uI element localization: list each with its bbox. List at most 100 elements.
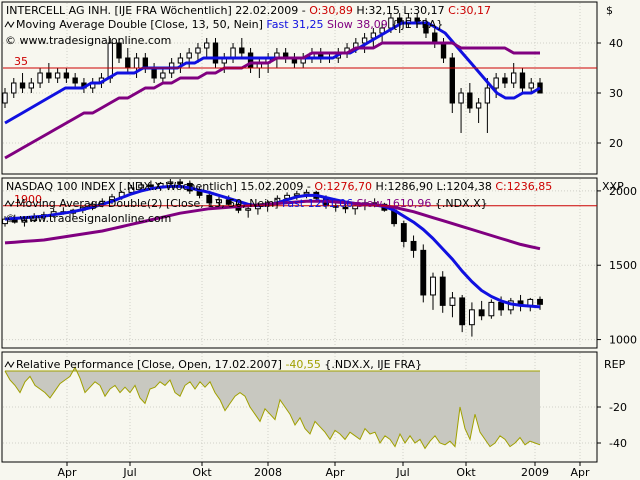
panel-3-legend: Relative Performance [Close, Open, 17.02… bbox=[4, 358, 422, 371]
panel-2-credit: © www.tradesignalonline.com bbox=[5, 212, 171, 225]
candle bbox=[449, 53, 455, 113]
candle-body bbox=[303, 191, 310, 195]
candle-body bbox=[177, 181, 184, 184]
candle bbox=[519, 68, 526, 93]
candle-body bbox=[107, 42, 113, 79]
panel-1-ma-fast: Fast 31,25 bbox=[263, 18, 324, 31]
candle-body bbox=[72, 77, 78, 84]
candle-body bbox=[186, 52, 192, 59]
candle-body bbox=[519, 72, 526, 89]
candle-body bbox=[204, 42, 210, 49]
candle bbox=[478, 300, 485, 321]
x-tick-label: Apr bbox=[325, 466, 345, 479]
panel-2-reference-label: 1900 bbox=[14, 193, 42, 206]
candle-body bbox=[400, 223, 407, 242]
y-tick-label: -40 bbox=[609, 437, 627, 450]
candle bbox=[63, 68, 70, 83]
candle-body bbox=[167, 181, 174, 184]
panel-1-ma-label: Moving Average Double [Close, 13, 50, Ne… bbox=[16, 18, 263, 31]
candle-body bbox=[449, 57, 455, 104]
panel-1-ma-slow: Slow 38,09 bbox=[324, 18, 388, 31]
panel-3-unit: REP bbox=[604, 358, 626, 371]
candle bbox=[528, 78, 534, 93]
panel-2-title-low: L:1204,38 bbox=[433, 180, 492, 193]
panel-2-title-close: C:1236,85 bbox=[492, 180, 552, 193]
panel-1-title-close: C:30,17 bbox=[445, 4, 491, 17]
y-tick-label: -20 bbox=[609, 401, 627, 414]
y-tick-label: 20 bbox=[609, 137, 623, 150]
ma-legend-icon bbox=[4, 21, 15, 28]
candle-body bbox=[420, 249, 427, 296]
candle bbox=[72, 73, 78, 88]
series-line-slow-ma bbox=[4, 199, 541, 251]
panel-1-title: INTERCELL AG INH. [IJE FRA Wöchentlich] … bbox=[6, 4, 491, 17]
candle-body bbox=[138, 184, 145, 189]
candle-body bbox=[247, 52, 254, 69]
panel-2-title: NASDAQ 100 INDEX [.NDX.X Wöchentlich] 15… bbox=[6, 180, 552, 193]
candle-body bbox=[458, 92, 464, 104]
x-tick-label: Okt bbox=[192, 466, 212, 479]
relative-performance-line bbox=[4, 366, 541, 450]
candle bbox=[342, 202, 349, 214]
candle-body bbox=[206, 194, 213, 204]
candle-body bbox=[11, 82, 17, 94]
panel-3-title: Relative Performance [Close, Open, 17.02… bbox=[16, 358, 282, 371]
candle bbox=[239, 38, 245, 58]
y-tick-label: 40 bbox=[609, 37, 623, 50]
candle bbox=[116, 38, 122, 63]
candle bbox=[400, 220, 407, 248]
candle-body bbox=[410, 240, 417, 251]
panel-2-ma-label: Moving Average Double(2) [Close, 13, 50,… bbox=[16, 197, 279, 210]
candle bbox=[11, 78, 17, 98]
candle bbox=[28, 78, 35, 93]
candle bbox=[468, 302, 475, 337]
panel-1-reference-label: 35 bbox=[14, 55, 28, 68]
svg-text:Relative Performance [Close, O: Relative Performance [Close, Open, 17.02… bbox=[16, 358, 422, 371]
panel-2-ma-slow: Slow 1610,96 bbox=[353, 197, 431, 210]
candle bbox=[245, 205, 252, 218]
candle bbox=[458, 88, 464, 133]
fill-layer bbox=[5, 367, 540, 449]
candle-body bbox=[478, 309, 485, 317]
x-tick-label: Jul bbox=[395, 466, 409, 479]
candle bbox=[177, 53, 184, 73]
candle-body bbox=[54, 72, 61, 79]
candle-body bbox=[537, 298, 543, 305]
relative-performance-area bbox=[5, 367, 540, 449]
candle-body bbox=[125, 57, 131, 69]
candle bbox=[430, 272, 436, 310]
x-tick-label: 2008 bbox=[254, 466, 282, 479]
series-line-fast-ma bbox=[4, 21, 541, 125]
svg-text:Moving Average Double(2) [Clos: Moving Average Double(2) [Close, 13, 50,… bbox=[16, 197, 488, 210]
candle bbox=[510, 63, 517, 88]
candle-body bbox=[459, 297, 466, 326]
line-layer bbox=[4, 21, 541, 450]
panel-1-title-name: INTERCELL AG INH. [IJE FRA Wöchentlich] … bbox=[6, 4, 309, 17]
candle bbox=[186, 48, 192, 68]
rel-legend-icon bbox=[4, 361, 15, 368]
y-tick-label: 30 bbox=[609, 87, 623, 100]
x-axis: Apr Jul Okt 2008 Apr Jul Okt 2009 Apr bbox=[57, 462, 590, 479]
candle bbox=[449, 291, 456, 318]
panel-3-suffix: {.NDX.X, IJE FRA} bbox=[321, 358, 422, 371]
candle bbox=[37, 68, 43, 88]
panel-2-ma-fast: Fast 1201,06 bbox=[279, 197, 354, 210]
svg-text:Moving Average Double [Close,: Moving Average Double [Close, 13, 50, Ne… bbox=[16, 18, 443, 31]
candle-body bbox=[63, 72, 70, 79]
panel-1-ma-legend: Moving Average Double [Close, 13, 50, Ne… bbox=[4, 18, 443, 31]
panel-1-unit: $ bbox=[606, 4, 613, 17]
candle bbox=[410, 235, 417, 258]
panel-1-ma-suffix: {IJE FRA} bbox=[388, 18, 443, 31]
candle bbox=[212, 38, 219, 68]
candle bbox=[46, 63, 52, 83]
y-tick-label: 1000 bbox=[609, 334, 637, 347]
panel-1-title-high: H:32,15 bbox=[353, 4, 400, 17]
candle-body bbox=[2, 218, 8, 225]
x-tick-label: Jul bbox=[122, 466, 136, 479]
panel-3-value: -40,55 bbox=[282, 358, 321, 371]
candle bbox=[19, 73, 26, 93]
candle-body bbox=[21, 220, 28, 223]
panel-2-title-high: H:1286,90 bbox=[372, 180, 433, 193]
